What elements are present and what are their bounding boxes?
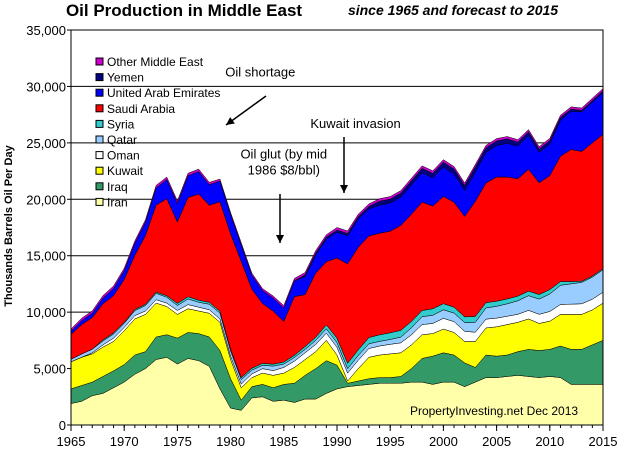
legend-label-oman: Oman xyxy=(107,149,140,163)
y-tick-label: 30,000 xyxy=(26,79,66,94)
annotation-line: Oil glut (by mid xyxy=(240,147,327,162)
legend-swatch-other-middle-east xyxy=(95,57,104,66)
annotation-arrowhead xyxy=(226,117,235,125)
legend-swatch-qatar xyxy=(95,135,104,144)
x-tick-label: 1980 xyxy=(216,434,245,449)
chart-title-group: Oil Production in Middle East since 1965… xyxy=(66,1,558,20)
y-tick-label: 5,000 xyxy=(33,362,66,377)
annotations: Oil shortage Kuwait invasion Oil glut (by … xyxy=(225,64,401,243)
annotation-label: Kuwait invasion xyxy=(310,116,400,131)
legend-label-kuwait: Kuwait xyxy=(107,164,144,178)
x-tick-label: 1970 xyxy=(110,434,139,449)
chart-title: Oil Production in Middle East xyxy=(66,1,302,20)
x-tick-label: 1985 xyxy=(269,434,298,449)
stacked-areas xyxy=(70,88,604,426)
x-tick-label: 1990 xyxy=(323,434,352,449)
legend-swatch-kuwait xyxy=(95,166,104,175)
legend-label-iran: Iran xyxy=(107,195,128,209)
legend-label-qatar: Qatar xyxy=(107,133,137,147)
y-tick-label: 25,000 xyxy=(26,136,66,151)
annotation-arrowhead xyxy=(276,235,284,243)
annotation-label: Oil shortage xyxy=(225,64,295,79)
x-tick-label: 1975 xyxy=(163,434,192,449)
x-tick-label: 2005 xyxy=(482,434,511,449)
legend-swatch-syria xyxy=(95,119,104,128)
legend-swatch-yemen xyxy=(95,73,104,82)
y-tick-label: 10,000 xyxy=(26,305,66,320)
legend-label-united-arab-emirates: United Arab Emirates xyxy=(107,86,220,100)
y-axis-label: Thousands Barrels Oil Per Day xyxy=(3,144,15,306)
annotation-line: Oil shortage xyxy=(225,64,295,79)
chart-subtitle: since 1965 and forecast to 2015 xyxy=(348,2,558,18)
x-tick-label: 2015 xyxy=(589,434,618,449)
y-tick-label: 20,000 xyxy=(26,192,66,207)
x-tick-label: 1965 xyxy=(57,434,86,449)
annotation-label: Oil glut (by mid 1986 $8/bbl) xyxy=(240,147,327,178)
x-tick-label: 1995 xyxy=(376,434,405,449)
axes: 0 5,000 10,000 15,000 20,000 25,000 30,000 35,0… xyxy=(26,23,617,449)
annotation-line: Kuwait invasion xyxy=(310,116,400,131)
annotation-arrowhead xyxy=(340,185,348,193)
legend-label-syria: Syria xyxy=(107,117,135,131)
legend-swatch-saudi-arabia xyxy=(95,104,104,113)
annotation-line: 1986 $8/bbl) xyxy=(248,163,320,178)
legend-label-iraq: Iraq xyxy=(107,180,128,194)
source-note: PropertyInvesting.net Dec 2013 xyxy=(410,404,578,418)
legend-label-saudi-arabia: Saudi Arabia xyxy=(107,102,175,116)
y-tick-label: 35,000 xyxy=(26,23,66,38)
annotation-arrow xyxy=(225,95,267,126)
legend-label-other-middle-east: Other Middle East xyxy=(107,55,204,69)
legend-swatch-united-arab-emirates xyxy=(95,88,104,97)
legend-swatch-iran xyxy=(95,197,104,206)
y-tick-label: 0 xyxy=(59,418,66,433)
x-tick-label: 2010 xyxy=(535,434,564,449)
y-tick-label: 15,000 xyxy=(26,249,66,264)
x-tick-label: 2000 xyxy=(429,434,458,449)
legend-swatch-oman xyxy=(95,151,104,160)
legend-swatch-iraq xyxy=(95,182,104,191)
legend-label-yemen: Yemen xyxy=(107,71,144,85)
